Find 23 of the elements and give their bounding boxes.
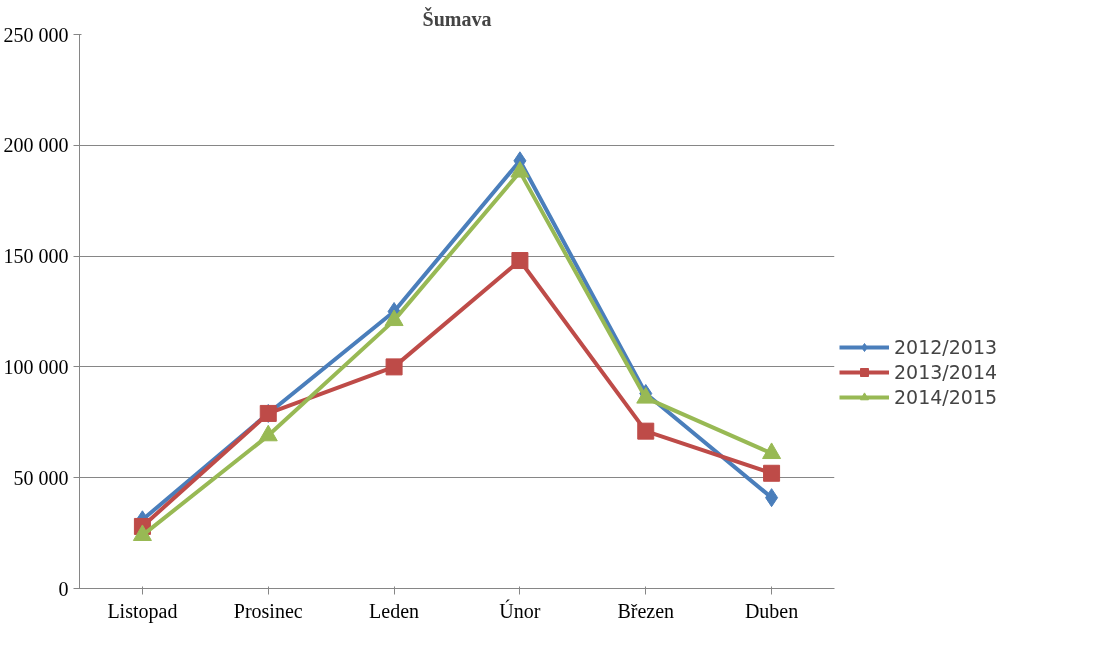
legend-label: 2012/2013 — [894, 336, 999, 358]
x-tick-label: Listopad — [107, 599, 178, 623]
point — [763, 464, 781, 482]
x-tick-label: Duben — [744, 599, 799, 622]
y-tick-label: 0 — [58, 577, 69, 600]
point — [511, 252, 529, 270]
x-tick-label: Březen — [617, 599, 675, 622]
point — [637, 422, 655, 440]
y-tick-label: 250 000 — [3, 23, 69, 46]
y-tick-label: 50 000 — [13, 466, 69, 489]
legend-label: 2013/2014 — [894, 361, 999, 383]
x-tick-label: Únor — [499, 598, 541, 622]
x-tick-label: Leden — [369, 599, 420, 622]
point — [762, 442, 782, 460]
point — [765, 488, 779, 508]
x-tick-label: Prosinec — [233, 599, 303, 622]
point — [132, 524, 152, 542]
y-tick-label: 200 000 — [3, 134, 69, 157]
y-tick-label: 100 000 — [3, 355, 69, 378]
chart-title: Šumava — [422, 6, 492, 30]
y-tick-label: 150 000 — [3, 245, 69, 268]
legend-label: 2014/2015 — [894, 386, 999, 408]
point — [385, 358, 403, 376]
